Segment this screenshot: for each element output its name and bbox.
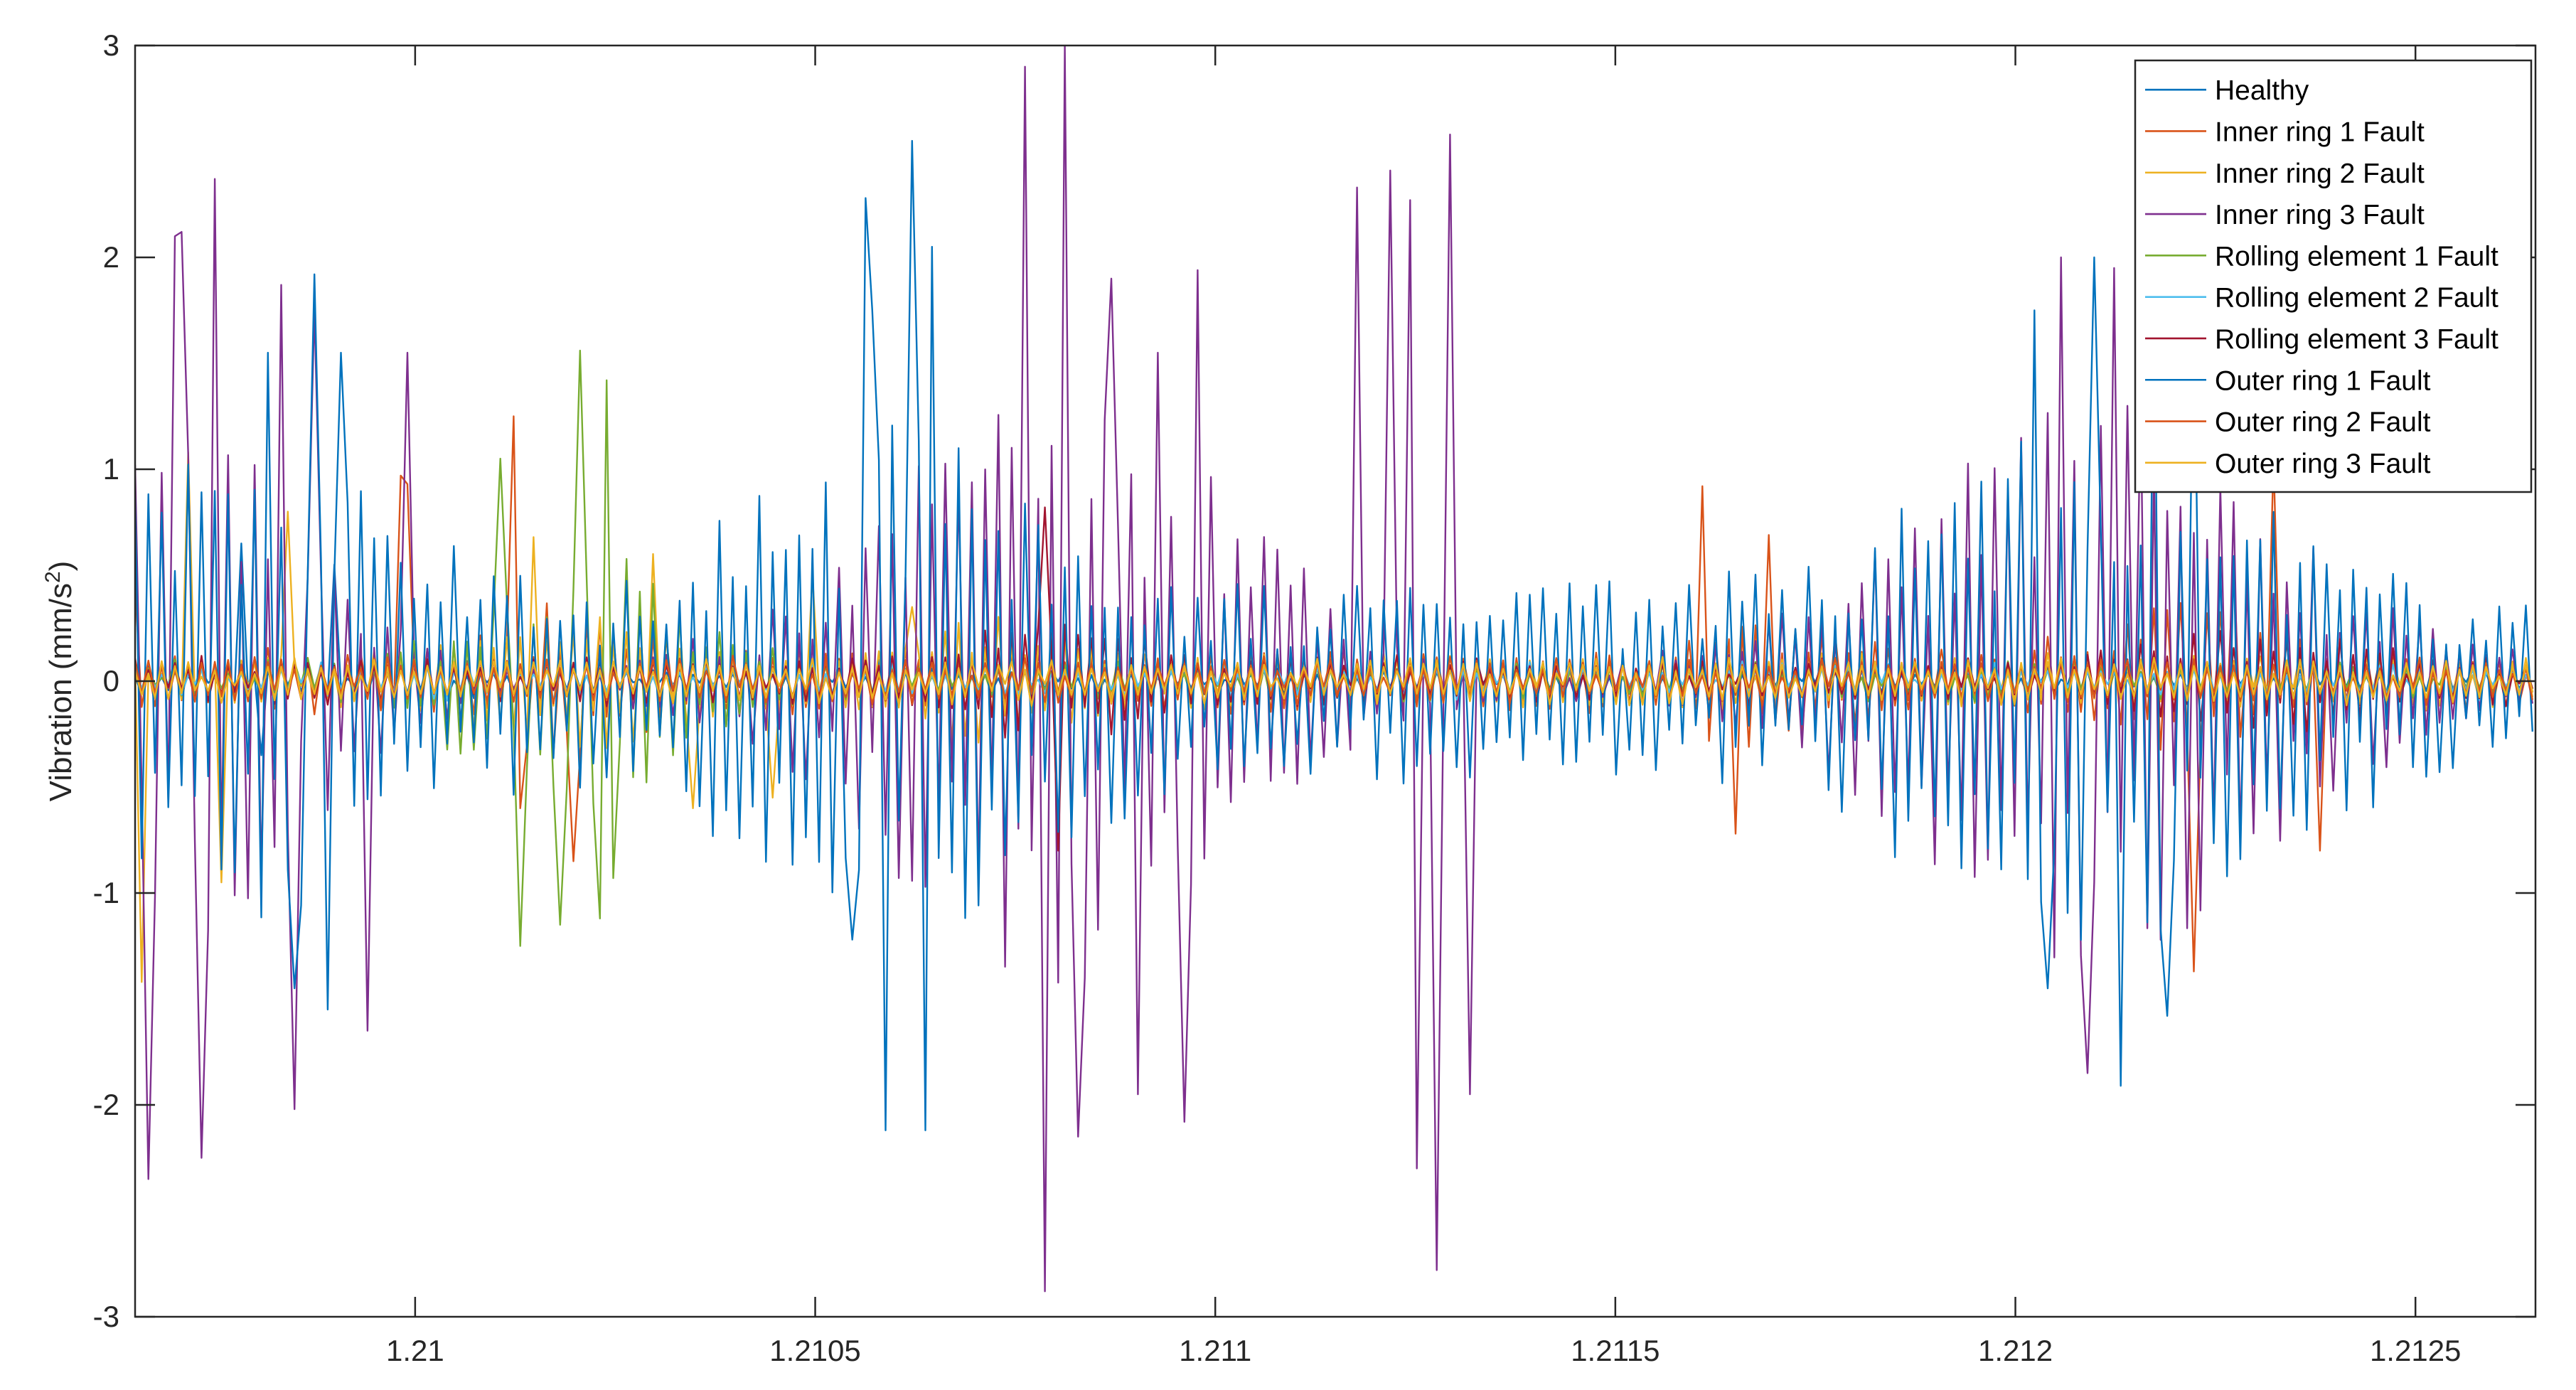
legend-label: Inner ring 3 Fault <box>2215 200 2425 230</box>
legend-label: Rolling element 1 Fault <box>2215 241 2498 272</box>
y-tick-label: 2 <box>103 240 119 274</box>
x-tick-label: 1.211 <box>1179 1334 1251 1367</box>
series-layer <box>135 46 2533 1293</box>
legend-box <box>2134 59 2533 493</box>
x-tick-label: 1.2125 <box>2370 1334 2461 1367</box>
y-tick-label: 0 <box>103 664 119 697</box>
y-axis-ticks: -3 -2 -1 0 1 2 3 <box>93 28 2535 1333</box>
y-axis-label-superscript: 2 <box>41 571 65 583</box>
legend-label: Outer ring 1 Fault <box>2215 365 2431 396</box>
legend-label: Inner ring 2 Fault <box>2215 159 2425 189</box>
legend: Healthy Inner ring 1 Fault Inner ring 2 Fa… <box>2134 59 2533 493</box>
y-tick-label: -3 <box>93 1300 119 1333</box>
legend-label: Inner ring 1 Fault <box>2215 117 2425 147</box>
y-axis-label-close: ) <box>43 561 78 572</box>
y-tick-label: 3 <box>103 28 119 62</box>
y-tick-label: 1 <box>103 452 119 486</box>
x-axis-ticks: 1.21 1.2105 1.211 1.2115 1.212 1.2125 <box>386 46 2461 1367</box>
y-tick-label: -1 <box>93 876 119 909</box>
x-tick-label: 1.2115 <box>1571 1334 1660 1367</box>
x-tick-label: 1.212 <box>1978 1334 2053 1367</box>
legend-label: Healthy <box>2215 75 2309 106</box>
y-axis-label: Vibration (mm/s2) <box>41 561 78 802</box>
x-tick-label: 1.2105 <box>769 1334 860 1367</box>
y-axis-label-main: Vibration (mm/s <box>43 583 78 801</box>
legend-label: Outer ring 2 Fault <box>2215 407 2431 438</box>
legend-label: Rolling element 3 Fault <box>2215 324 2498 355</box>
series-line <box>135 139 2533 1132</box>
legend-label: Outer ring 3 Fault <box>2215 449 2431 479</box>
series-line <box>135 656 2533 707</box>
x-tick-label: 1.21 <box>386 1334 444 1367</box>
legend-label: Rolling element 2 Fault <box>2215 283 2498 314</box>
y-tick-label: -2 <box>93 1088 119 1121</box>
